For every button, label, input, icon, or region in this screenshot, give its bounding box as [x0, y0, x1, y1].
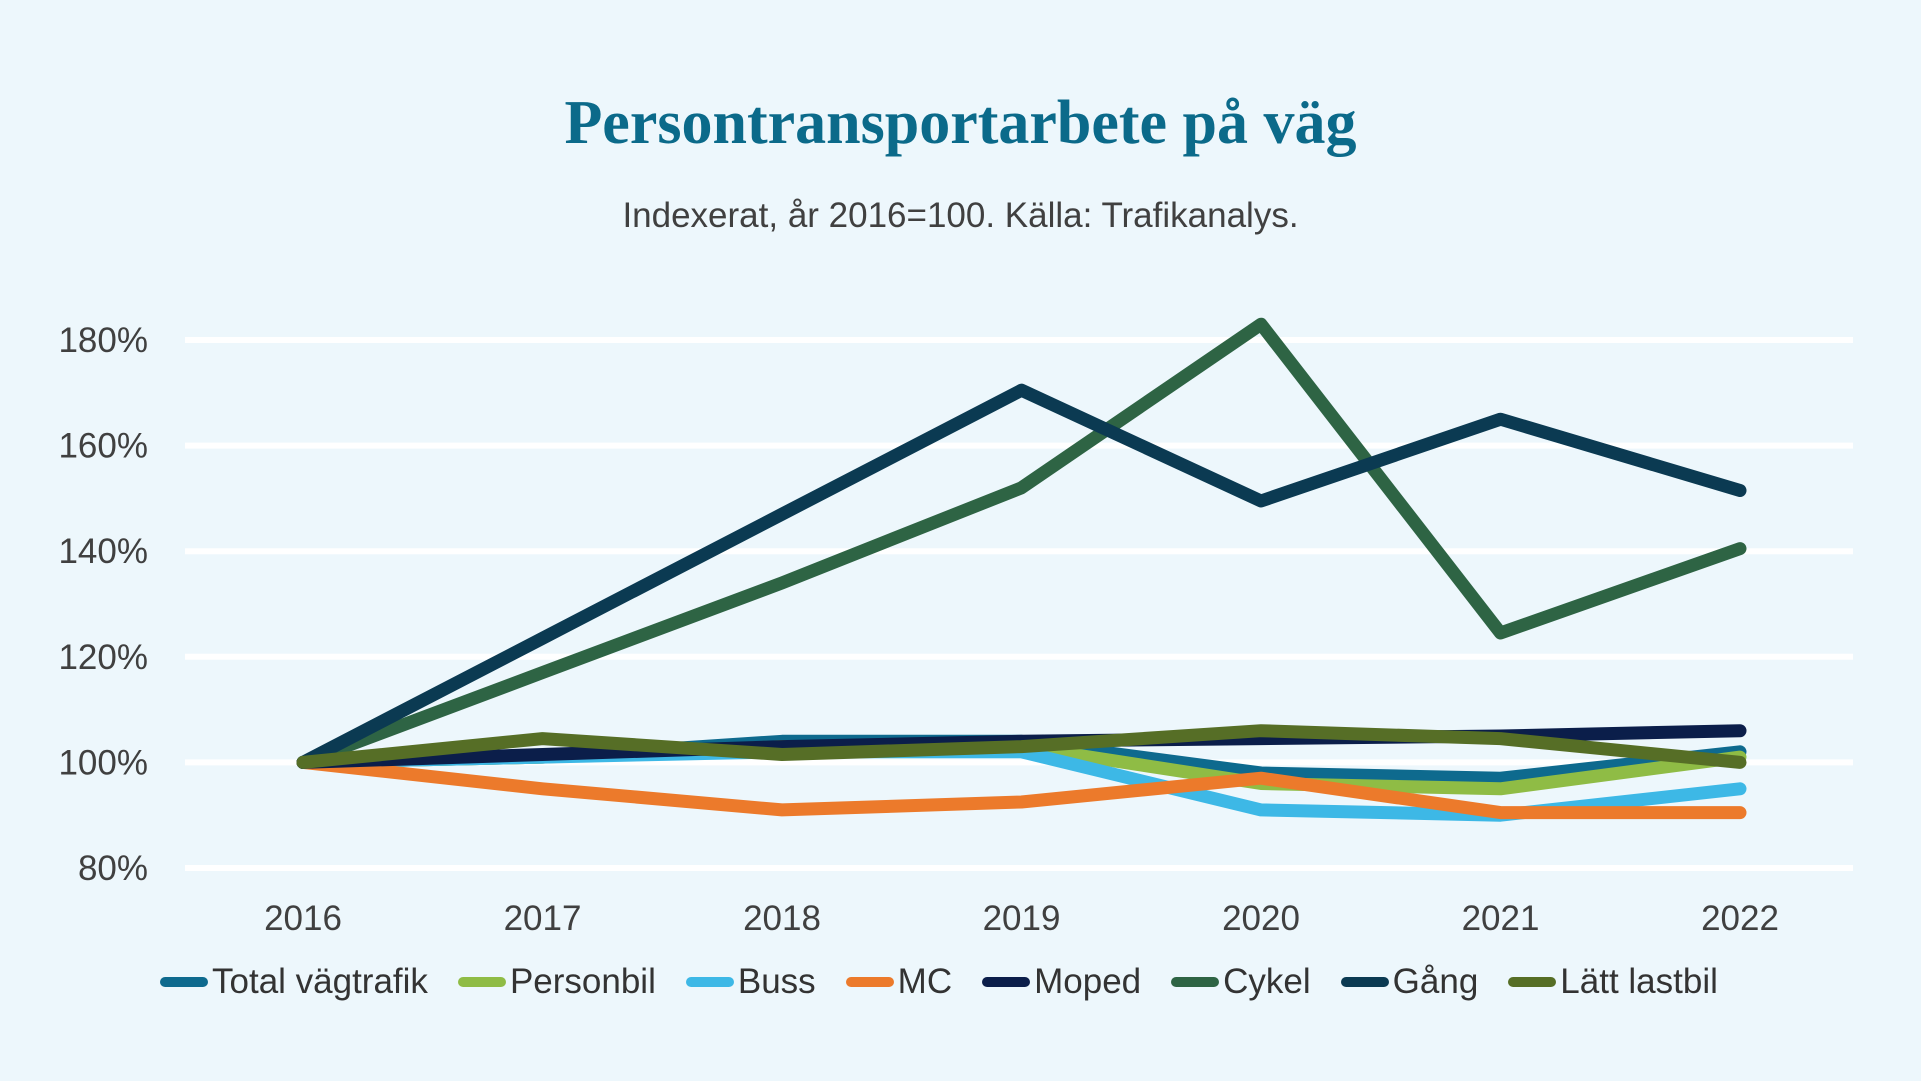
legend-swatch [1171, 977, 1220, 987]
legend-item: Cykel [1171, 962, 1311, 1002]
x-tick-label: 2016 [264, 899, 342, 938]
y-tick-label: 140% [58, 532, 148, 571]
legend-swatch [1340, 977, 1389, 987]
series-line-lätt-lastbil [296, 724, 1747, 769]
legend-label: Gång [1392, 962, 1479, 1001]
legend-swatch [1508, 977, 1557, 987]
legend-label: Personbil [509, 962, 656, 1001]
legend: Total vägtrafik Personbil Buss MC Moped Cykel… [160, 960, 1718, 1004]
legend-item: Lätt lastbil [1508, 962, 1718, 1002]
legend-label: Buss [737, 962, 816, 1001]
series-line-gång [296, 383, 1747, 769]
legend-swatch [457, 977, 506, 987]
legend-item: Total vägtrafik [160, 962, 428, 1002]
x-tick-label: 2021 [1462, 899, 1540, 938]
chart-subtitle: Indexerat, år 2016=100. Källa: Trafikana… [622, 196, 1299, 235]
legend-swatch [845, 977, 894, 987]
legend-swatch [160, 977, 208, 987]
legend-label: Cykel [1223, 962, 1311, 1001]
series-line-mc [296, 755, 1747, 820]
legend-item: Buss [685, 962, 816, 1002]
legend-item: MC [845, 962, 953, 1002]
x-tick-label: 2019 [983, 899, 1061, 938]
x-tick-label: 2018 [743, 899, 821, 938]
legend-swatch [982, 977, 1031, 987]
legend-label: Lätt lastbil [1560, 962, 1718, 1001]
x-tick-label: 2020 [1222, 899, 1300, 938]
y-tick-label: 180% [58, 321, 148, 360]
legend-item: Personbil [457, 962, 656, 1002]
y-tick-label: 160% [58, 427, 148, 466]
legend-item: Gång [1340, 962, 1479, 1002]
y-tick-label: 100% [58, 743, 148, 782]
y-tick-label: 120% [58, 638, 148, 677]
chart-title: Persontransportarbete på väg [564, 89, 1357, 157]
legend-label: MC [897, 962, 953, 1001]
legend-label: Moped [1034, 962, 1142, 1001]
x-tick-label: 2017 [504, 899, 582, 938]
series-line-cykel [296, 317, 1747, 769]
legend-label: Total vägtrafik [212, 962, 428, 1001]
x-tick-label: 2022 [1701, 899, 1779, 938]
legend-swatch [685, 977, 734, 987]
y-tick-label: 80% [78, 849, 148, 888]
legend-item: Moped [982, 962, 1141, 1002]
